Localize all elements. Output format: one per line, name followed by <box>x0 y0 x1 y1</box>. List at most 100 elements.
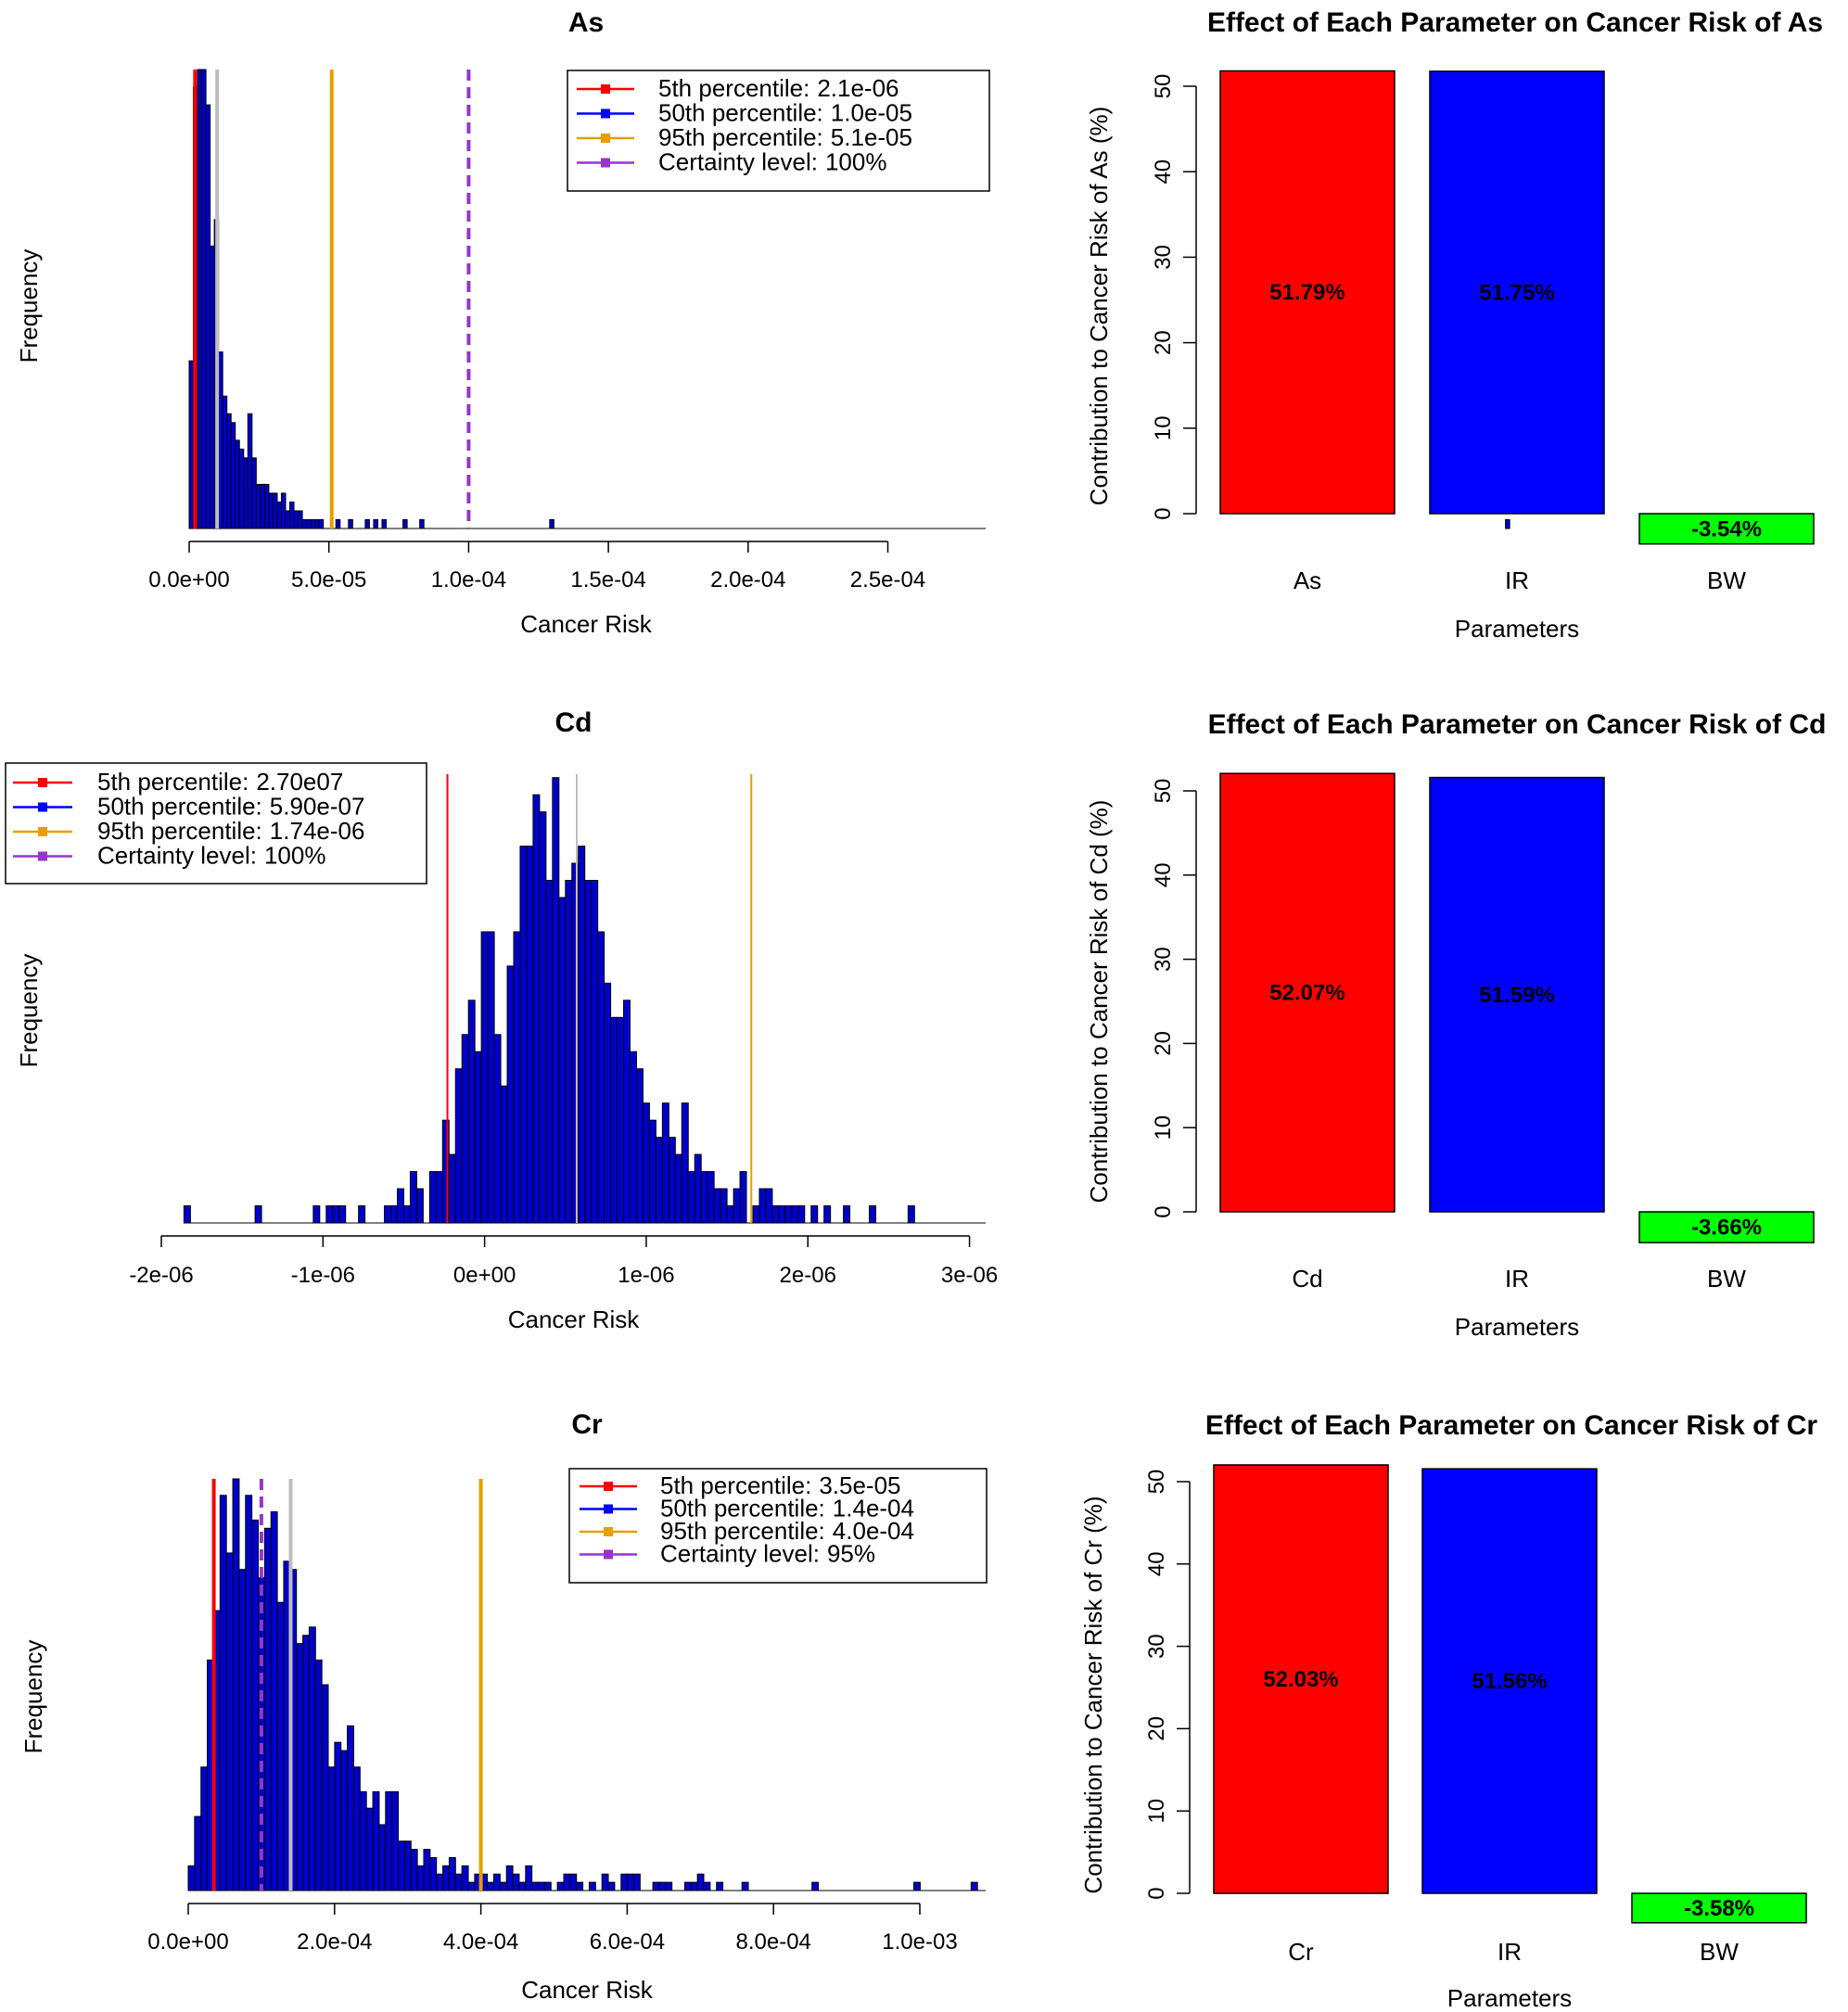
bar-value-label: 52.03% <box>1263 1667 1338 1692</box>
category-label: BW <box>1700 1938 1739 1966</box>
histogram-bar <box>543 1881 552 1891</box>
histogram-bar <box>474 1051 482 1224</box>
bar-cd <box>1219 772 1396 1213</box>
histogram-bar <box>811 1881 820 1891</box>
histogram-bar <box>384 1205 392 1224</box>
legend-entry-value: 100% <box>264 842 326 870</box>
category-label: IR <box>1505 567 1529 594</box>
histogram-bar <box>416 1865 425 1891</box>
histogram-bar <box>518 1881 527 1891</box>
histogram-bar <box>301 518 308 529</box>
histogram-bar <box>219 1495 227 1891</box>
bar-as <box>1219 70 1396 515</box>
histogram-bar <box>578 846 586 1224</box>
bar-value-label: 51.59% <box>1479 983 1554 1008</box>
histogram-bar <box>403 1840 412 1891</box>
x-axis-label: Parameters <box>1455 1313 1579 1341</box>
histogram-bar <box>726 1205 734 1224</box>
histogram-bar <box>765 1188 773 1224</box>
legend-entry-value: 4.0e-04 <box>833 1517 914 1545</box>
histogram-bar <box>205 104 211 529</box>
legend-entry: 50th percentile: 1.4e-04 <box>660 1495 914 1522</box>
legend-swatch-marker <box>604 1482 613 1491</box>
histogram-bar <box>312 1205 321 1224</box>
category-label: BW <box>1707 567 1746 594</box>
histogram-bar <box>398 1840 405 1891</box>
y-tick-label: 0 <box>1144 1887 1169 1899</box>
legend-entry-value: 3.5e-05 <box>819 1471 900 1499</box>
histogram-bar <box>467 1881 476 1891</box>
y-tick-label: 20 <box>1151 330 1176 355</box>
histogram-bar <box>480 931 489 1224</box>
chart-title: Effect of Each Parameter on Cancer Risk … <box>1207 7 1823 38</box>
histogram-bar <box>739 1171 747 1224</box>
histogram-bar <box>556 1881 565 1891</box>
histogram-bar <box>493 1034 502 1224</box>
histogram-bar <box>226 413 232 529</box>
histogram-bar <box>327 1766 336 1891</box>
y-tick-label: 20 <box>1144 1716 1169 1741</box>
histogram-bar <box>665 1881 673 1891</box>
histogram-bar <box>235 439 240 529</box>
y-axis-label: Contribution to Cancer Risk of Cd (%) <box>1085 800 1113 1203</box>
legend-entry: 95th percentile: 4.0e-04 <box>660 1517 914 1545</box>
histogram-bar <box>332 1205 340 1224</box>
histogram-bar <box>601 1873 609 1891</box>
histogram-bar <box>314 1659 323 1891</box>
x-axis-label: Cancer Risk <box>508 1305 641 1333</box>
legend-entry: 5th percentile: 2.70e07 <box>97 768 343 796</box>
histogram-bar <box>778 1205 786 1224</box>
histogram-bar <box>552 777 560 1224</box>
legend-swatch-marker <box>38 802 47 812</box>
bar-cr <box>1213 1464 1389 1894</box>
legend-entry-label: 95th percentile: <box>660 1517 825 1545</box>
histogram-bar <box>784 1205 793 1224</box>
histogram-bar <box>364 518 370 529</box>
histogram-bar <box>584 880 593 1224</box>
histogram-bar <box>183 1205 191 1224</box>
histogram-bar <box>913 1881 921 1891</box>
chart-title: Cd <box>555 707 593 738</box>
histogram-bar <box>423 1849 431 1891</box>
histogram-bar <box>843 1205 851 1224</box>
y-tick-label: 0 <box>1151 507 1176 519</box>
legend-swatch-marker <box>38 778 47 787</box>
legend-swatch-marker <box>604 1527 613 1536</box>
y-tick-label: 10 <box>1151 415 1176 440</box>
histogram-bar <box>385 1790 393 1891</box>
histogram-bar <box>661 1102 669 1224</box>
y-tick-label: 30 <box>1144 1634 1169 1659</box>
histogram-bar <box>513 931 521 1224</box>
histogram-bar <box>1505 518 1510 529</box>
histogram-bar <box>707 1171 715 1224</box>
y-tick-label: 30 <box>1151 947 1176 972</box>
histogram-bar <box>461 1034 469 1224</box>
x-axis-label: Cancer Risk <box>521 1976 654 2004</box>
histogram-bar <box>703 1881 711 1891</box>
histogram-bar <box>652 1881 660 1891</box>
histogram-bar <box>512 1873 520 1891</box>
histogram-bar <box>604 982 612 1224</box>
legend-entry-label: 50th percentile: <box>658 99 823 127</box>
histogram-panel-as: As 0.0e+00 5.0e-05 1.0e-04 1.5e-04 2.0e-04 2.5… <box>15 7 1510 638</box>
y-tick-label: 40 <box>1144 1551 1169 1576</box>
histogram-bar <box>396 1188 404 1224</box>
bar-value-label: 52.07% <box>1269 981 1345 1006</box>
histogram-bar <box>442 1865 450 1891</box>
parameter-bar-panel-as: Effect of Each Parameter on Cancer Risk … <box>1085 7 1823 643</box>
histogram-bar <box>436 1873 444 1891</box>
x-tick-label: 2.0e-04 <box>710 567 785 592</box>
histogram-bar <box>347 1725 354 1891</box>
histogram-bar <box>263 1527 272 1891</box>
histogram-bar <box>642 1102 650 1224</box>
histogram-bar <box>296 1643 304 1891</box>
legend-entry: Certainty level: 95% <box>660 1540 875 1568</box>
legend-entry-value: 95% <box>827 1540 875 1568</box>
histogram-bar <box>187 1865 196 1891</box>
histogram-bar <box>658 1881 667 1891</box>
x-tick-label: 0e+00 <box>453 1263 516 1288</box>
histogram-bar <box>255 483 261 529</box>
